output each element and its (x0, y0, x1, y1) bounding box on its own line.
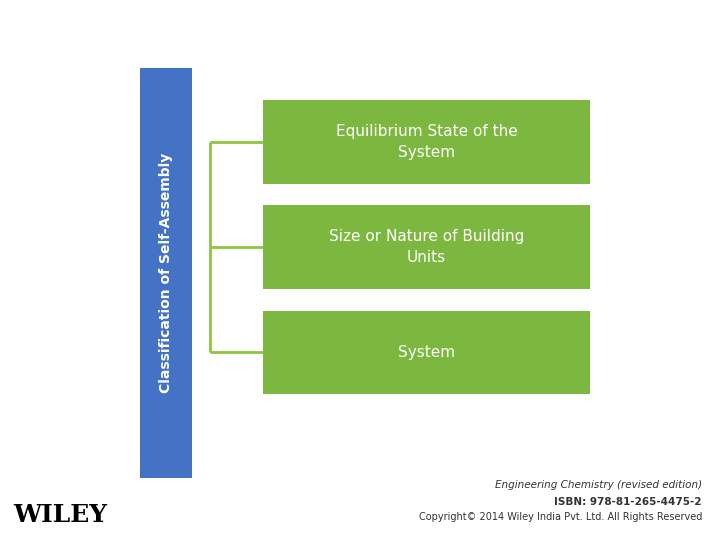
Text: Equilibrium State of the
System: Equilibrium State of the System (336, 124, 518, 160)
Text: ISBN: 978-81-265-4475-2: ISBN: 978-81-265-4475-2 (554, 496, 702, 507)
FancyBboxPatch shape (263, 310, 590, 394)
Text: Copyright© 2014 Wiley India Pvt. Ltd. All Rights Reserved: Copyright© 2014 Wiley India Pvt. Ltd. Al… (418, 512, 702, 522)
FancyBboxPatch shape (140, 68, 192, 478)
Text: Engineering Chemistry (revised edition): Engineering Chemistry (revised edition) (495, 480, 702, 490)
Text: Classification of Self-Assembly: Classification of Self-Assembly (159, 153, 174, 393)
FancyBboxPatch shape (263, 100, 590, 184)
Text: Size or Nature of Building
Units: Size or Nature of Building Units (329, 229, 524, 265)
Text: System: System (398, 345, 455, 360)
Text: WILEY: WILEY (13, 503, 107, 526)
FancyBboxPatch shape (263, 205, 590, 289)
